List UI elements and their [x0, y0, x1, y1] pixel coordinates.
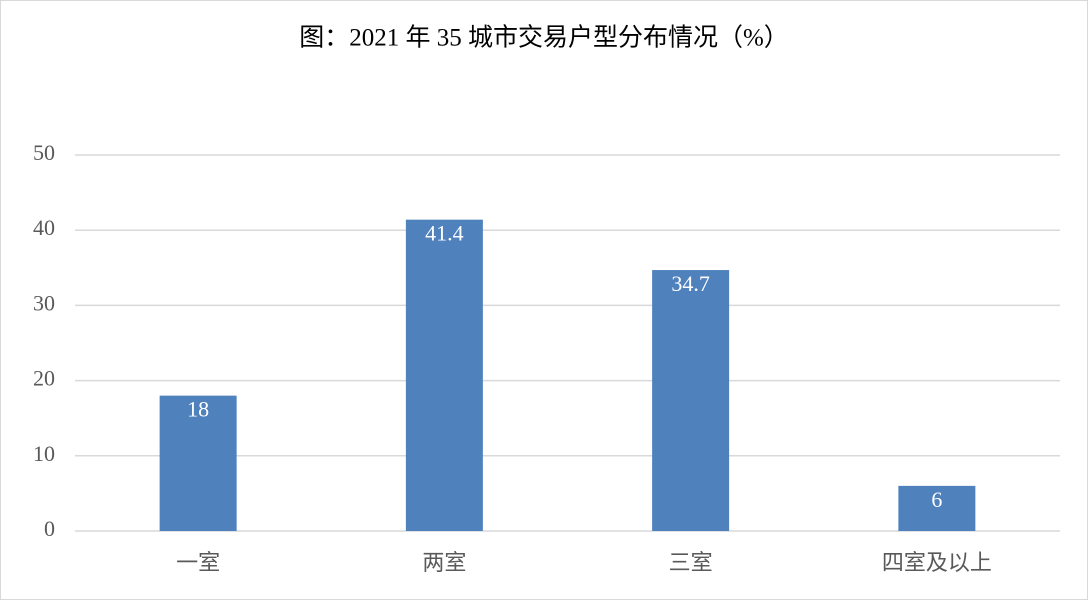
chart-title: 图：2021 年 35 城市交易户型分布情况（%） — [299, 24, 789, 52]
y-tick-label: 10 — [33, 441, 55, 466]
bar — [405, 219, 483, 531]
data-label: 41.4 — [425, 221, 464, 246]
bar — [898, 485, 976, 531]
x-tick-label: 一室 — [176, 550, 220, 575]
data-label: 34.7 — [671, 271, 710, 296]
bar — [652, 270, 730, 531]
x-tick-label: 两室 — [422, 550, 466, 575]
y-tick-label: 20 — [33, 366, 55, 391]
x-tick-label: 三室 — [669, 550, 713, 575]
bar — [159, 395, 237, 531]
y-tick-label: 30 — [33, 290, 55, 315]
y-tick-label: 40 — [33, 215, 55, 240]
y-tick-label: 0 — [44, 516, 55, 541]
data-label: 18 — [187, 397, 209, 422]
y-tick-label: 50 — [33, 140, 55, 165]
x-tick-label: 四室及以上 — [882, 550, 992, 575]
data-label: 6 — [931, 487, 942, 512]
